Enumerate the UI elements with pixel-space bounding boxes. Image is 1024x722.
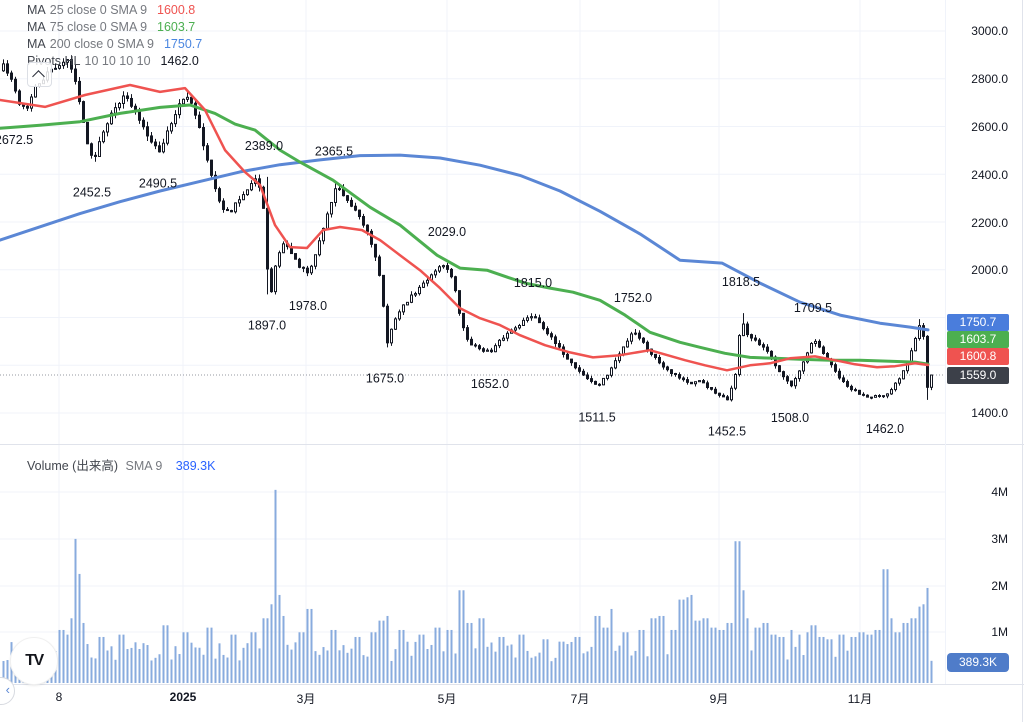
legend-params: 25 close 0 SMA 9 <box>49 3 148 17</box>
tradingview-logo-glyph: TV <box>25 652 44 669</box>
pivot-label: 2452.5 <box>73 186 111 200</box>
pivot-label: 2029.0 <box>428 225 466 239</box>
ma-line-ma25 <box>0 83 930 372</box>
pivot-label: 1675.0 <box>366 371 404 385</box>
legend-value: 1603.7 <box>157 20 196 34</box>
pivot-label: 1452.5 <box>708 424 746 438</box>
pivot-label: 1818.5 <box>722 275 760 289</box>
price-badge: 1750.7 <box>947 313 1009 331</box>
pivot-label: 2389.0 <box>245 139 283 153</box>
legend-value: 1750.7 <box>163 37 203 51</box>
price-badge: 1559.0 <box>947 366 1009 384</box>
pivot-label: 1752.0 <box>614 291 652 305</box>
legend-title: MA <box>27 37 46 51</box>
time-tick-label: 9月 <box>709 692 729 706</box>
legend-params: 200 close 0 SMA 9 <box>49 37 154 51</box>
pivot-label: 1508.0 <box>771 411 809 425</box>
indicator-legend: MA 25 close 0 SMA 9 1600.8 MA 75 close 0 SMA… <box>27 2 202 70</box>
pivot-label: 2365.5 <box>315 144 353 158</box>
tradingview-logo[interactable]: TV <box>10 637 58 685</box>
price-badge: 1600.8 <box>947 347 1009 365</box>
legend-value: 1600.8 <box>157 3 196 17</box>
pivot-label: 1511.5 <box>578 410 615 424</box>
volume-tick-label: 2M <box>991 579 1008 593</box>
legend-row-pivots[interactable]: Pivots HL 10 10 10 10 1462.0 <box>27 53 202 70</box>
pivot-label: 1462.0 <box>866 422 904 436</box>
volume-tick-label: 4M <box>991 485 1008 499</box>
time-tick-label: 8 <box>55 690 63 704</box>
pivot-label: 1709.5 <box>794 301 832 315</box>
pivot-label: 1815.0 <box>514 276 552 290</box>
ma-lines <box>0 83 930 372</box>
volume-tick-label: 3M <box>991 532 1008 546</box>
price-tick-label: 1400.0 <box>971 406 1008 420</box>
time-tick-label: 2025 <box>169 690 197 704</box>
price-tick-label: 2800.0 <box>971 72 1008 86</box>
time-tick-label: 5月 <box>437 692 457 706</box>
pivot-label: 2672.5 <box>0 133 33 147</box>
ma-line-ma200 <box>0 153 930 332</box>
legend-row-ma75[interactable]: MA 75 close 0 SMA 9 1603.7 <box>27 19 202 36</box>
pivot-label: 1978.0 <box>289 299 327 313</box>
price-axis-separator <box>945 0 946 684</box>
legend-title: MA <box>27 20 46 34</box>
volume-legend-params: SMA 9 <box>125 459 163 473</box>
pivot-label: 1897.0 <box>248 318 286 332</box>
chevron-up-icon <box>32 70 45 83</box>
time-tick-label: 11月 <box>847 692 873 706</box>
price-tick-label: 3000.0 <box>971 24 1008 38</box>
volume-legend[interactable]: Volume (出来高) SMA 9 389.3K <box>27 455 215 474</box>
legend-params: 10 10 10 10 <box>84 54 151 68</box>
legend-row-ma25[interactable]: MA 25 close 0 SMA 9 1600.8 <box>27 2 202 19</box>
time-axis-separator <box>0 684 1024 685</box>
candles <box>2 55 933 402</box>
pivot-label: 1652.0 <box>471 377 509 391</box>
price-tick-label: 2200.0 <box>971 216 1008 230</box>
ma-line-ma75 <box>0 103 930 366</box>
volume-grid <box>0 444 945 684</box>
time-tick-label: 7月 <box>570 692 590 706</box>
legend-collapse-button[interactable] <box>27 62 52 87</box>
volume-badge: 389.3K <box>947 652 1009 672</box>
volume-sma-value: 389.3K <box>175 459 216 473</box>
volume-bars <box>2 489 933 683</box>
pane-separator[interactable] <box>0 444 1024 445</box>
legend-params: 75 close 0 SMA 9 <box>49 20 148 34</box>
volume-pane-canvas[interactable] <box>0 444 945 684</box>
price-tick-label: 2000.0 <box>971 263 1008 277</box>
price-tick-label: 2400.0 <box>971 168 1008 182</box>
volume-legend-title: Volume (出来高) <box>27 459 118 473</box>
chevron-left-icon: ‹ <box>5 682 10 697</box>
price-tick-label: 2600.0 <box>971 120 1008 134</box>
legend-row-ma200[interactable]: MA 200 close 0 SMA 9 1750.7 <box>27 36 202 53</box>
right-border <box>1022 0 1023 722</box>
legend-title: MA <box>27 3 46 17</box>
time-tick-label: 3月 <box>296 692 316 706</box>
price-badge: 1603.7 <box>947 330 1009 348</box>
legend-value: 1462.0 <box>160 54 199 68</box>
volume-tick-label: 1M <box>991 625 1008 639</box>
pivot-label: 2490.5 <box>139 177 177 191</box>
